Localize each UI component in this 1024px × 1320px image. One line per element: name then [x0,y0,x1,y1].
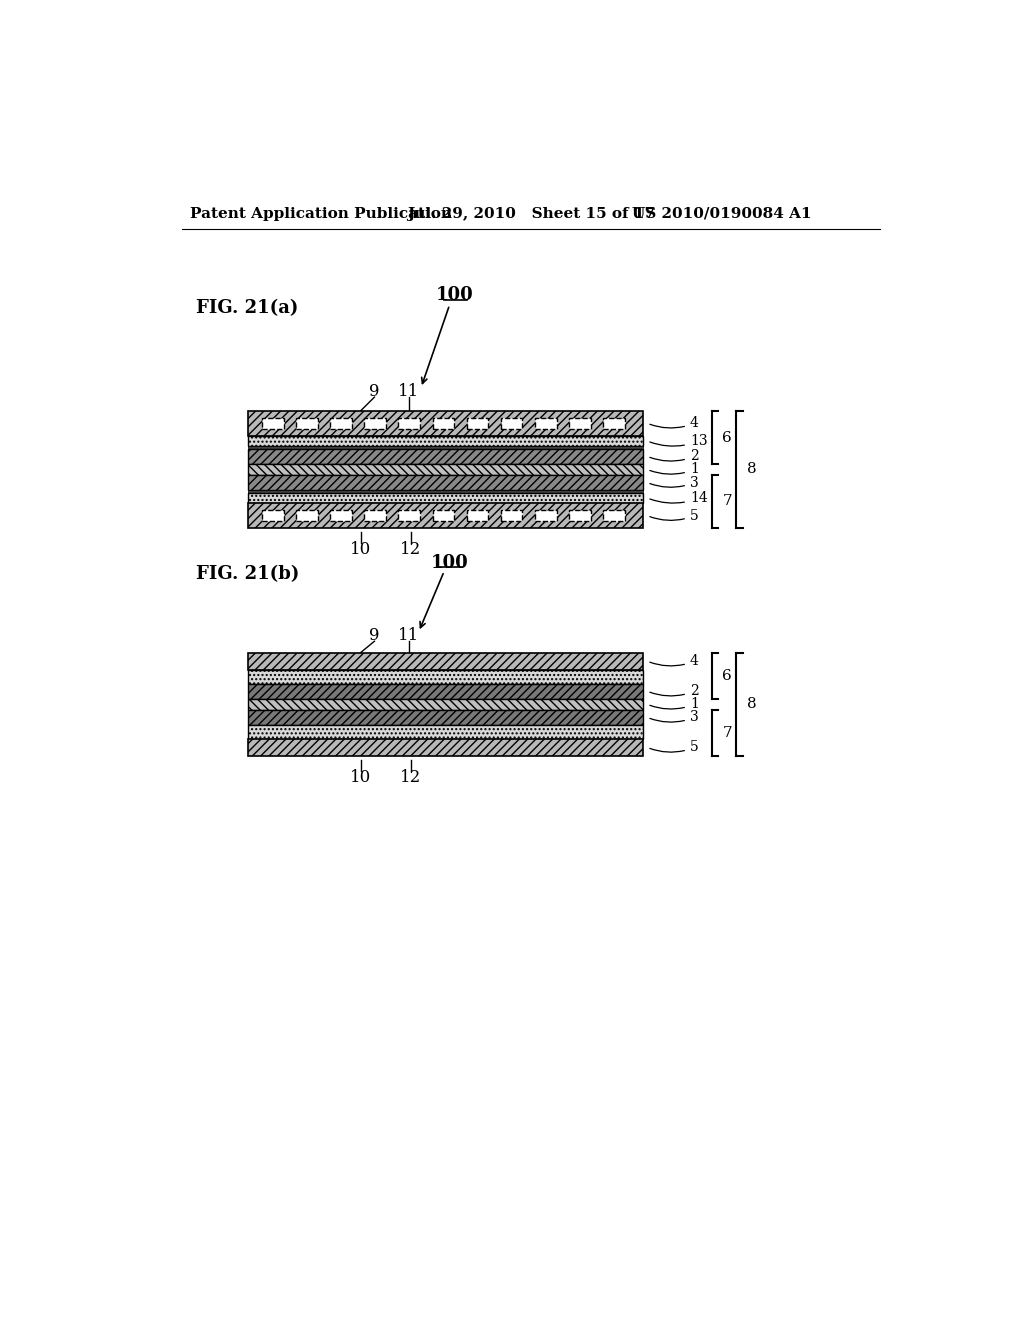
Bar [398,418,420,429]
Text: 6: 6 [722,669,732,682]
Bar [248,449,643,465]
Bar [262,418,284,429]
Bar [248,465,643,475]
Bar [365,511,386,521]
Bar [535,418,557,429]
Text: FIG. 21(b): FIG. 21(b) [197,565,300,583]
Text: 12: 12 [400,541,422,558]
Text: 6: 6 [722,430,732,445]
Text: 100: 100 [436,286,474,305]
Bar [501,418,522,429]
Bar [569,511,591,521]
Bar [248,700,643,710]
Bar [248,446,643,449]
Text: 9: 9 [370,383,380,400]
Bar [432,418,455,429]
Bar [296,511,317,521]
Bar [248,475,643,490]
Bar [398,511,420,521]
Text: 7: 7 [722,495,732,508]
Text: 14: 14 [650,491,708,506]
Bar [248,653,643,669]
Text: 1: 1 [650,462,698,477]
Bar [248,503,643,528]
Text: 11: 11 [398,627,419,644]
Bar [262,511,284,521]
Text: 9: 9 [370,627,380,644]
Text: FIG. 21(a): FIG. 21(a) [197,300,299,318]
Text: 5: 5 [650,741,698,755]
Text: 4: 4 [650,655,698,668]
Bar [603,418,625,429]
Bar [248,725,643,739]
Bar [248,739,643,756]
Bar [365,418,386,429]
Bar [248,684,643,700]
Text: 2: 2 [650,449,698,463]
Bar [501,511,522,521]
Text: 10: 10 [350,541,371,558]
Text: Patent Application Publication: Patent Application Publication [190,207,452,220]
Bar [331,511,352,521]
Text: 100: 100 [431,553,469,572]
Text: 7: 7 [722,726,732,739]
Text: 11: 11 [398,383,419,400]
Bar [569,418,591,429]
Bar [296,418,317,429]
Bar [331,418,352,429]
Text: 1: 1 [650,697,698,711]
Text: 3: 3 [650,710,698,725]
Text: 2: 2 [650,684,698,698]
Bar [248,436,643,446]
Bar [248,710,643,725]
Bar [248,669,643,684]
Bar [603,511,625,521]
Bar [535,511,557,521]
Text: 13: 13 [650,434,708,447]
Bar [248,490,643,492]
Text: 3: 3 [650,475,698,490]
Text: 8: 8 [748,697,757,711]
Text: 12: 12 [400,770,422,785]
Bar [467,418,488,429]
Bar [248,411,643,436]
Text: 4: 4 [650,416,698,430]
Text: US 2010/0190084 A1: US 2010/0190084 A1 [632,207,811,220]
Text: 8: 8 [748,462,757,477]
Bar [467,511,488,521]
Bar [248,492,643,503]
Bar [432,511,455,521]
Text: 10: 10 [350,770,371,785]
Text: Jul. 29, 2010   Sheet 15 of 17: Jul. 29, 2010 Sheet 15 of 17 [407,207,655,220]
Text: 5: 5 [650,508,698,523]
